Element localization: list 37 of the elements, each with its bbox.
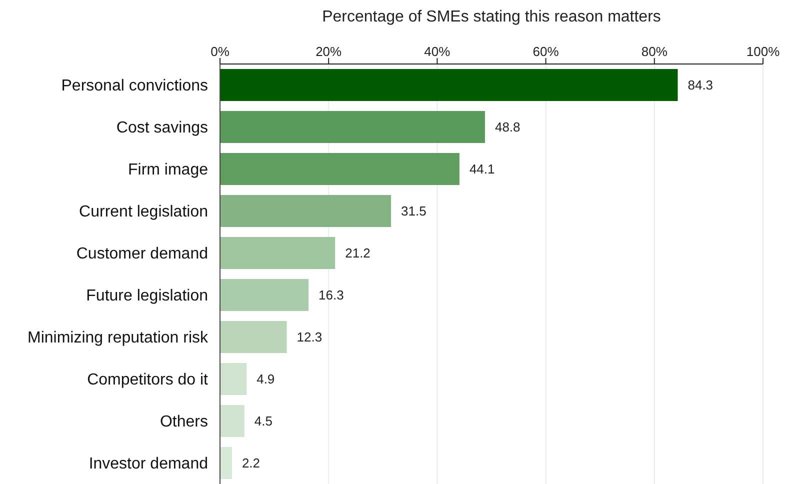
bar: [220, 363, 247, 395]
data-label: 4.9: [256, 372, 275, 387]
bar: [220, 279, 309, 311]
bar: [220, 405, 244, 437]
x-tick-label: 40%: [424, 44, 451, 59]
data-label: 31.5: [401, 204, 426, 219]
data-label: 44.1: [469, 162, 495, 177]
data-label: 48.8: [494, 120, 520, 135]
y-tick-label: Minimizing reputation risk: [27, 330, 209, 347]
bar: [220, 111, 485, 143]
y-tick-label: Competitors do it: [87, 372, 209, 389]
bar: [220, 195, 392, 227]
y-tick-label: Investor demand: [88, 456, 208, 473]
x-tick-label: 20%: [316, 44, 342, 59]
x-tick-label: 100%: [746, 44, 780, 59]
y-tick-label: Cost savings: [116, 120, 208, 137]
bar: [220, 321, 287, 353]
data-label: 2.2: [242, 456, 260, 471]
bar: [220, 69, 678, 101]
bar: [220, 447, 232, 479]
data-label: 12.3: [296, 330, 322, 345]
y-tick-label: Future legislation: [86, 288, 208, 305]
y-tick-label: Current legislation: [79, 204, 208, 221]
y-tick-label: Firm image: [128, 162, 208, 179]
bar: [220, 153, 460, 185]
x-tick-label: 60%: [532, 44, 560, 59]
data-label: 4.5: [254, 414, 273, 429]
x-axis-title: Percentage of SMEs stating this reason matters: [322, 8, 661, 26]
y-tick-label: Personal convictions: [61, 78, 208, 95]
x-tick-label: 80%: [641, 44, 668, 59]
data-label: 84.3: [688, 78, 714, 93]
y-tick-label: Customer demand: [76, 246, 208, 263]
x-tick-label: 0%: [210, 44, 230, 59]
y-tick-label: Others: [160, 414, 208, 431]
data-label: 21.2: [345, 246, 370, 261]
data-label: 16.3: [318, 288, 344, 303]
bar: [220, 237, 336, 269]
